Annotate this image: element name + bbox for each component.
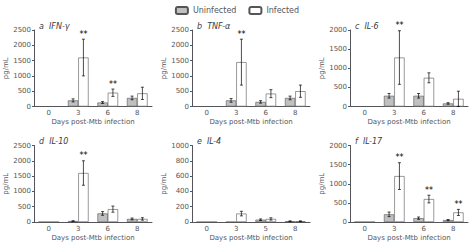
svg-text:2500: 2500 [13,142,31,150]
svg-text:8: 8 [451,109,455,117]
svg-text:200: 200 [176,203,189,211]
svg-text:c IL-6: c IL-6 [355,22,379,31]
svg-text:pg/mL: pg/mL [2,173,10,195]
svg-text:500: 500 [176,87,189,95]
svg-text:a IFN-γ: a IFN-γ [39,22,71,31]
svg-text:pg/mL: pg/mL [160,173,168,195]
svg-text:1500: 1500 [13,57,31,65]
svg-text:1000: 1000 [13,187,31,195]
svg-text:pg/mL: pg/mL [318,57,326,79]
svg-text:2500: 2500 [171,26,189,34]
svg-text:0: 0 [363,109,367,117]
svg-text:0: 0 [205,109,209,117]
svg-text:8: 8 [293,225,297,233]
svg-text:0: 0 [47,109,51,117]
svg-text:600: 600 [176,172,189,180]
svg-text:0: 0 [27,103,31,111]
svg-text:2000: 2000 [171,41,189,49]
svg-text:Days post-Mtb infection: Days post-Mtb infection [367,234,450,242]
svg-text:1500: 1500 [329,45,347,53]
svg-text:1500: 1500 [329,161,347,169]
svg-text:6: 6 [106,225,111,233]
svg-text:1000: 1000 [171,72,189,80]
svg-text:2000: 2000 [13,41,31,49]
svg-text:0: 0 [343,103,347,111]
svg-text:**: ** [425,186,433,195]
svg-text:0: 0 [185,218,189,226]
svg-text:6: 6 [264,109,269,117]
svg-text:8: 8 [135,225,139,233]
svg-text:pg/mL: pg/mL [160,57,168,79]
svg-text:6: 6 [106,109,111,117]
svg-text:**: ** [395,21,403,30]
svg-text:**: ** [395,153,403,162]
svg-text:3: 3 [76,109,80,117]
svg-text:1000: 1000 [329,64,347,72]
svg-text:Days post-Mtb infection: Days post-Mtb infection [209,234,292,242]
svg-text:2000: 2000 [13,157,31,165]
svg-text:8: 8 [293,109,297,117]
svg-text:500: 500 [18,87,31,95]
svg-text:pg/mL: pg/mL [2,57,10,79]
svg-text:0: 0 [363,225,367,233]
svg-text:3: 3 [76,225,80,233]
svg-text:b TNF-α: b TNF-α [197,22,231,31]
svg-text:Infected: Infected [266,6,299,15]
svg-text:d IL-10: d IL-10 [39,137,68,146]
svg-text:Uninfected: Uninfected [193,6,237,15]
svg-text:1000: 1000 [13,72,31,80]
svg-text:3: 3 [234,109,238,117]
svg-text:Days post-Mtb infection: Days post-Mtb infection [209,118,292,126]
svg-text:**: ** [454,200,462,209]
svg-text:1000: 1000 [171,142,189,150]
svg-text:6: 6 [422,109,427,117]
svg-text:8: 8 [451,225,455,233]
svg-text:**: ** [79,151,87,160]
svg-text:f IL-17: f IL-17 [355,137,383,146]
svg-text:800: 800 [176,157,189,165]
svg-text:3: 3 [234,225,238,233]
svg-text:1000: 1000 [329,180,347,188]
svg-text:6: 6 [422,225,427,233]
svg-text:400: 400 [176,187,189,195]
svg-text:**: ** [237,30,245,39]
svg-text:8: 8 [135,109,139,117]
svg-text:1500: 1500 [13,172,31,180]
svg-text:**: ** [109,80,117,89]
svg-text:3: 3 [392,109,396,117]
svg-text:500: 500 [334,199,347,207]
svg-text:Days post-Mtb infection: Days post-Mtb infection [51,118,134,126]
svg-text:Days post-Mtb infection: Days post-Mtb infection [367,118,450,126]
svg-text:2000: 2000 [329,142,347,150]
svg-text:2000: 2000 [329,26,347,34]
svg-text:2500: 2500 [13,26,31,34]
svg-text:500: 500 [18,203,31,211]
svg-text:Days post-Mtb infection: Days post-Mtb infection [51,234,134,242]
svg-text:5: 5 [264,225,268,233]
svg-text:0: 0 [185,103,189,111]
svg-text:0: 0 [205,225,209,233]
svg-text:0: 0 [343,218,347,226]
svg-text:pg/mL: pg/mL [318,173,326,195]
svg-text:1500: 1500 [171,57,189,65]
svg-text:e IL-4: e IL-4 [197,137,221,146]
svg-text:**: ** [79,30,87,39]
svg-text:0: 0 [27,218,31,226]
svg-text:500: 500 [334,83,347,91]
svg-text:0: 0 [47,225,51,233]
svg-text:3: 3 [392,225,396,233]
